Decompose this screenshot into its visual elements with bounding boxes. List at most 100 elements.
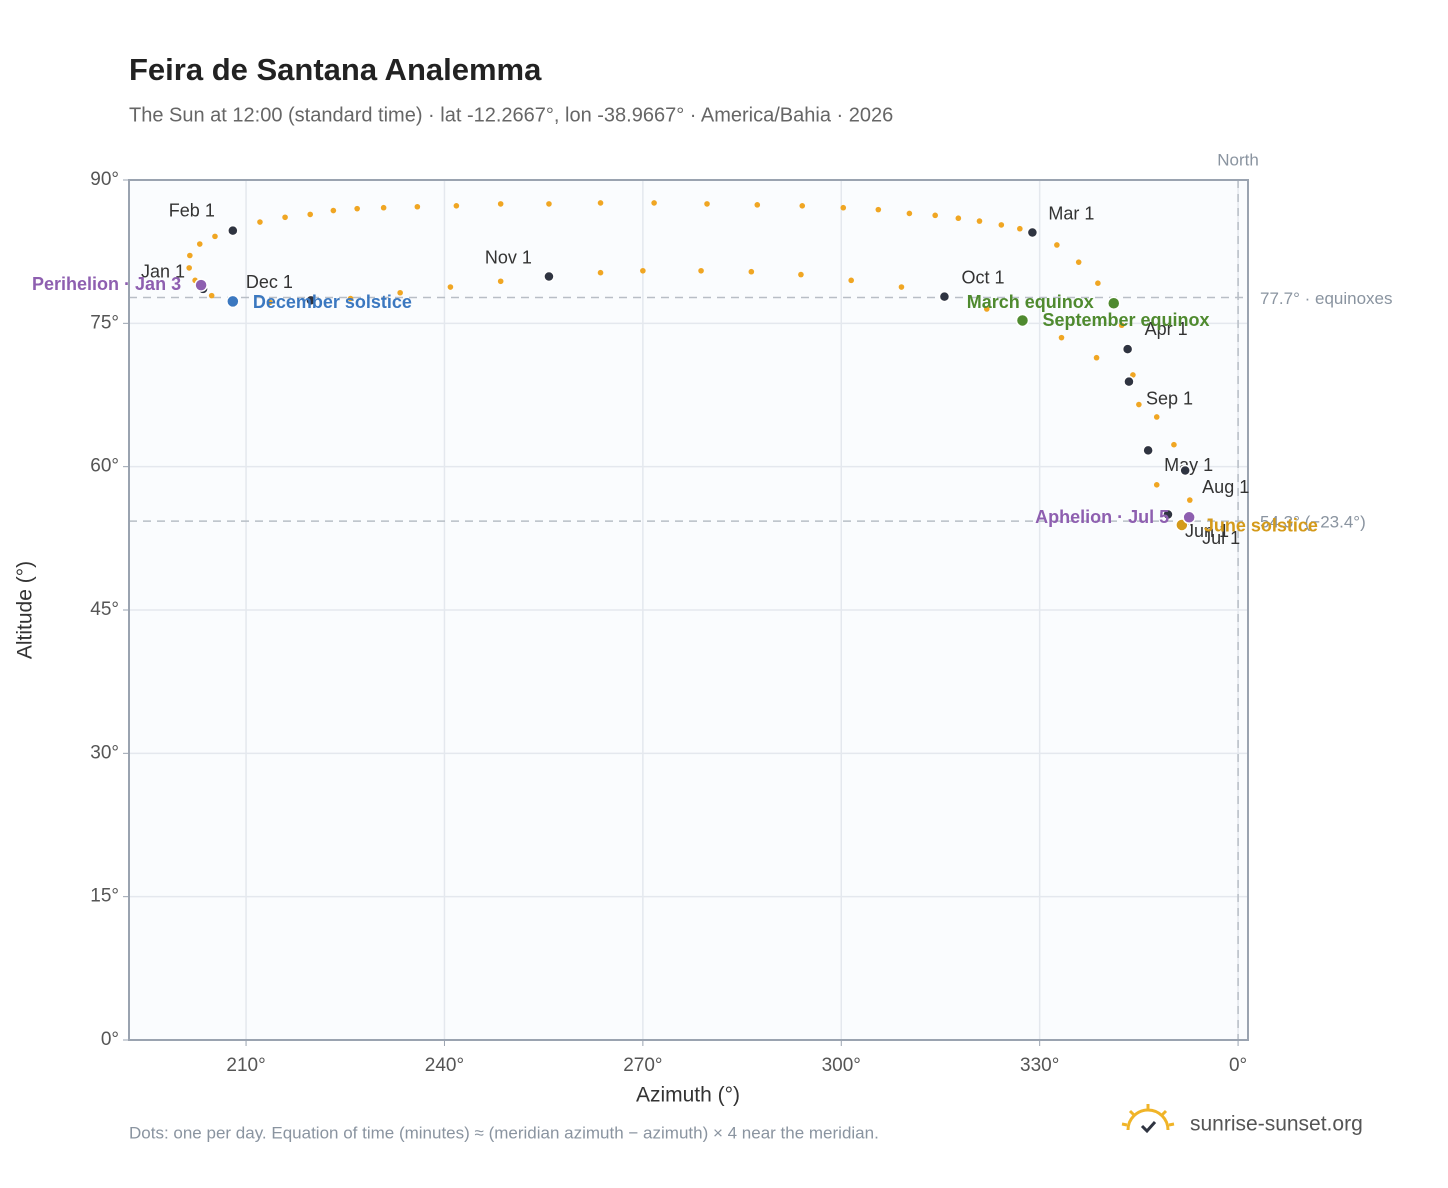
day-dot: [497, 278, 504, 285]
day-dot: [1136, 401, 1142, 408]
day-dot: [983, 306, 990, 312]
day-dot: [955, 215, 962, 222]
reference-label: 54.3° (−23.4°): [1260, 513, 1366, 532]
day-dot: [330, 207, 337, 214]
day-dot: [906, 210, 913, 217]
y-tick-label: 0°: [101, 1029, 119, 1050]
event-label: September equinox: [1042, 310, 1209, 330]
x-tick-label: 270°: [623, 1055, 662, 1076]
day-dot: [497, 201, 504, 207]
x-tick-label: 300°: [822, 1055, 861, 1076]
day-dot: [1054, 242, 1060, 248]
x-tick-label: 240°: [425, 1055, 464, 1076]
event-label: December solstice: [253, 292, 412, 312]
month-label: Nov 1: [485, 247, 532, 267]
day-dot: [212, 233, 218, 240]
brand: sunrise-sunset.org: [1190, 1113, 1363, 1136]
month-marker: [305, 294, 317, 307]
day-dot: [932, 212, 938, 219]
month-marker: [543, 270, 555, 283]
day-dot: [1058, 334, 1065, 341]
day-dot: [1187, 497, 1193, 503]
day-dot: [651, 200, 657, 206]
month-label: Jun 1: [1185, 521, 1229, 541]
event-marker: [1106, 296, 1121, 311]
month-label: Feb 1: [169, 200, 215, 220]
month-label: Oct 1: [961, 267, 1004, 287]
y-axis-title: Altitude (°): [14, 561, 37, 659]
event-marker: [1182, 510, 1196, 525]
event-marker: [194, 278, 208, 292]
day-dot: [704, 201, 710, 207]
month-label: Mar 1: [1048, 203, 1094, 223]
day-dot: [257, 219, 263, 225]
day-dot: [1153, 482, 1160, 488]
day-dot: [1095, 280, 1101, 287]
day-dot: [848, 277, 854, 284]
month-label: Sep 1: [1146, 388, 1193, 408]
event-label: March equinox: [967, 292, 1094, 312]
day-dot: [414, 203, 421, 210]
day-dot: [397, 289, 403, 296]
day-dot: [267, 299, 273, 306]
chart-subtitle: The Sun at 12:00 (standard time) · lat -…: [129, 104, 893, 126]
day-dot: [208, 292, 215, 299]
day-dot: [380, 204, 387, 211]
day-dot: [976, 218, 983, 224]
day-dot: [196, 241, 203, 247]
day-dot: [1075, 259, 1082, 265]
day-dot: [1093, 354, 1100, 361]
day-dot: [698, 267, 704, 274]
x-tick-label: 330°: [1020, 1055, 1059, 1076]
month-label: Apr 1: [1145, 319, 1188, 339]
brand-logo: [1121, 1104, 1175, 1134]
x-axis-title: Azimuth (°): [636, 1084, 740, 1107]
y-tick-label: 75°: [90, 312, 119, 333]
month-label: Aug 1: [1202, 477, 1249, 497]
day-dot: [748, 268, 755, 275]
day-dot: [998, 222, 1005, 228]
day-dot: [187, 252, 193, 259]
footnote: Dots: one per day. Equation of time (min…: [129, 1123, 879, 1142]
day-dot: [1171, 441, 1177, 448]
day-dot: [1130, 372, 1136, 378]
day-dot: [347, 295, 354, 302]
month-marker: [1179, 464, 1191, 477]
month-label: Jul 1: [1202, 528, 1240, 548]
y-tick-label: 15°: [90, 886, 119, 907]
event-marker: [1015, 313, 1030, 328]
month-marker: [1123, 375, 1135, 388]
y-tick-label: 90°: [90, 169, 119, 190]
y-tick-label: 45°: [90, 599, 119, 620]
day-dot: [1118, 322, 1125, 329]
day-dot: [754, 202, 761, 208]
day-dot: [307, 211, 314, 218]
event-label: June solstice: [1204, 516, 1318, 536]
x-tick-label: 0°: [1229, 1055, 1247, 1076]
month-marker: [1026, 226, 1039, 239]
month-marker: [938, 290, 951, 303]
day-dot: [898, 284, 905, 290]
day-dot: [840, 204, 847, 211]
plot-border: [128, 179, 1249, 1041]
day-dot: [798, 271, 804, 278]
day-dot: [282, 214, 288, 221]
month-label: May 1: [1164, 455, 1213, 475]
month-marker: [1121, 343, 1134, 355]
month-marker: [1142, 444, 1154, 457]
y-tick-label: 60°: [90, 456, 119, 477]
day-dot: [597, 200, 604, 206]
x-tick-label: 210°: [226, 1055, 265, 1076]
day-dot: [453, 203, 460, 209]
month-marker: [227, 224, 239, 237]
day-dot: [640, 267, 646, 274]
day-dot: [597, 269, 604, 276]
day-dot: [1017, 225, 1023, 232]
day-dot: [546, 201, 552, 207]
month-label: Dec 1: [246, 272, 293, 292]
day-dot: [799, 203, 806, 209]
day-dot: [354, 205, 360, 212]
day-dot: [447, 284, 454, 290]
day-dot: [186, 265, 192, 271]
